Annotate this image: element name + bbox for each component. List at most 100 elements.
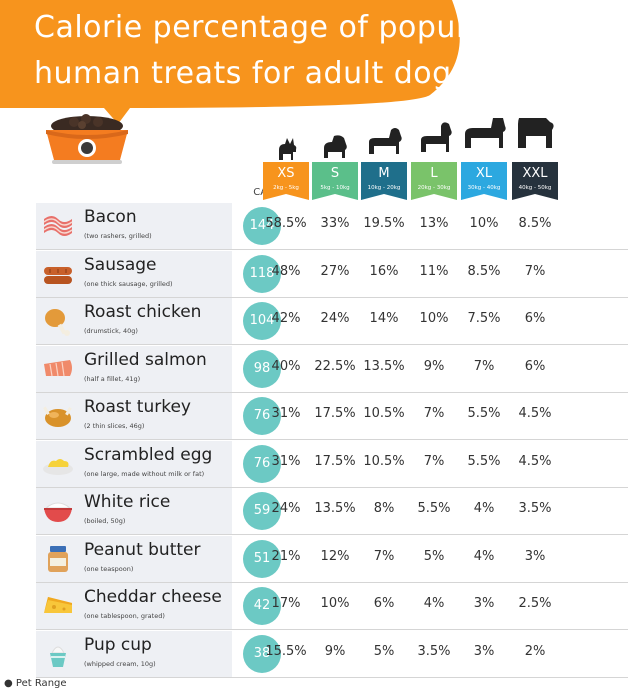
size-range: 10kg - 20kg (367, 185, 401, 191)
dog-silhouette-icon (324, 135, 347, 158)
percentage-cell-s: 22.5% (314, 358, 356, 374)
row-divider (36, 676, 628, 678)
percentage-cell-s: 17.5% (314, 453, 356, 469)
food-serving: (one tablespoon, grated) (84, 612, 165, 620)
percentage-cell-l: 11% (419, 263, 449, 279)
calorie-badge: 38 (243, 634, 281, 673)
food-panel: Scrambled egg (one large, made without mi… (36, 440, 232, 487)
turkey-icon (42, 401, 74, 431)
percentage-cell-s: 27% (320, 263, 350, 279)
food-serving: (two rashers, grilled) (84, 232, 152, 240)
percentage-cell-s: 13.5% (314, 501, 356, 516)
food-name: Scrambled egg (84, 444, 213, 465)
food-serving: (drumstick, 40g) (84, 327, 138, 335)
food-name: Roast turkey (84, 397, 191, 417)
row-divider (36, 249, 628, 250)
table-row: Bacon (two rashers, grilled) 144 58.5% 33% 19… (36, 203, 628, 250)
size-label: XL (475, 166, 493, 181)
percentage-cell-xxl: 3.5% (518, 501, 552, 516)
food-panel: Grilled salmon (half a fillet, 41g) (36, 345, 232, 392)
percentage-cell-xl: 7% (473, 358, 495, 374)
food-panel: Bacon (two rashers, grilled) (36, 203, 232, 249)
percentage-cell-xxl: 6% (524, 358, 546, 374)
size-column-l: L 20kg - 30kg (411, 118, 457, 204)
row-divider (36, 629, 628, 630)
size-label: S (330, 166, 340, 181)
food-name: Pup cup (84, 634, 152, 655)
chart-title-line-2: human treats for adult dogs (34, 56, 468, 91)
percentage-cell-xs: 58.5% (265, 216, 307, 231)
percentage-cell-xl: 10% (469, 216, 499, 231)
percentage-cell-xxl: 2.5% (518, 596, 552, 611)
size-column-xxl: XXL 40kg - 50kg (512, 118, 558, 204)
percentage-cell-xs: 42% (271, 311, 301, 326)
table-row: Roast turkey (2 thin slices, 46g) 76 31% 17.… (36, 393, 628, 440)
calorie-badge: 104 (243, 302, 281, 340)
size-column-xl: XL 30kg - 40kg (461, 118, 507, 204)
dog-silhouette-icon (518, 118, 554, 148)
percentage-cell-xs: 31% (271, 453, 301, 469)
row-divider (36, 391, 628, 393)
ice-cream-cup-icon (42, 639, 74, 669)
row-divider (36, 581, 628, 583)
percentage-cell-l: 5% (423, 548, 445, 564)
calorie-badge: 76 (243, 444, 281, 483)
percentage-cell-m: 19.5% (363, 216, 405, 231)
percentage-cell-m: 8% (373, 501, 395, 516)
calorie-badge: 51 (243, 539, 281, 578)
percentage-cell-m: 7% (373, 548, 395, 564)
size-column-xs: XS 2kg - 5kg (263, 118, 309, 204)
calorie-badge: 144 (243, 207, 281, 245)
percentage-cell-m: 16% (369, 263, 399, 279)
bacon-icon (42, 211, 74, 241)
brand-logo-text: Pet Range (15, 678, 67, 689)
food-panel: Sausage (one thick sausage, grilled) (36, 250, 232, 297)
size-label: XXL (522, 166, 548, 181)
food-panel: White rice (boiled, 50g) (36, 488, 232, 534)
percentage-cell-xl: 4% (473, 548, 495, 564)
size-label: M (378, 166, 390, 181)
peanut-butter-icon (42, 544, 74, 574)
size-column-s: S 5kg - 10kg (312, 118, 358, 204)
percentage-cell-xs: 40% (271, 358, 301, 374)
food-name: Sausage (84, 254, 157, 275)
size-range: 5kg - 10kg (320, 185, 350, 191)
cheese-icon (42, 591, 74, 621)
size-label: XS (277, 166, 295, 181)
brand-logo: ● Pet Range (4, 678, 67, 689)
percentage-cell-xxl: 4.5% (518, 453, 552, 469)
title-banner: Calorie percentage of popular human trea… (0, 0, 634, 130)
percentage-cell-xl: 3% (473, 643, 495, 659)
row-divider (36, 534, 628, 535)
percentage-cell-xxl: 7% (524, 263, 546, 279)
percentage-cell-s: 24% (320, 311, 350, 326)
percentage-cell-xxl: 3% (524, 548, 546, 564)
food-serving: (2 thin slices, 46g) (84, 422, 145, 430)
percentage-cell-l: 9% (423, 358, 445, 374)
size-range: 30kg - 40kg (467, 185, 501, 191)
percentage-cell-xxl: 2% (524, 643, 546, 659)
percentage-cell-xs: 24% (271, 501, 301, 516)
percentage-cell-s: 33% (320, 216, 350, 231)
percentage-cell-xl: 3% (473, 596, 495, 611)
percentage-cell-xs: 31% (271, 406, 301, 421)
dog-silhouette-icon (465, 118, 506, 148)
table-row: Pup cup (whipped cream, 10g) 38 15.5% 9% 5% 3.… (36, 630, 628, 678)
food-panel: Pup cup (whipped cream, 10g) (36, 630, 232, 677)
size-range: 2kg - 5kg (273, 185, 299, 191)
percentage-cell-xl: 4% (473, 501, 495, 516)
food-serving: (whipped cream, 10g) (84, 659, 156, 668)
percentage-cell-xs: 21% (271, 548, 301, 564)
dog-silhouette-icon (369, 128, 402, 154)
percentage-cell-s: 17.5% (314, 406, 356, 421)
food-name: Bacon (84, 207, 137, 227)
percentage-cell-l: 4% (423, 596, 445, 611)
food-name: White rice (84, 492, 171, 512)
table-row: Grilled salmon (half a fillet, 41g) 98 40% 2… (36, 345, 628, 393)
percentage-cell-l: 7% (423, 453, 445, 469)
food-panel: Roast chicken (drumstick, 40g) (36, 298, 232, 344)
food-serving: (one teaspoon) (84, 564, 134, 573)
percentage-cell-xs: 17% (271, 596, 301, 611)
chicken-leg-icon (42, 306, 74, 336)
row-divider (36, 344, 628, 345)
